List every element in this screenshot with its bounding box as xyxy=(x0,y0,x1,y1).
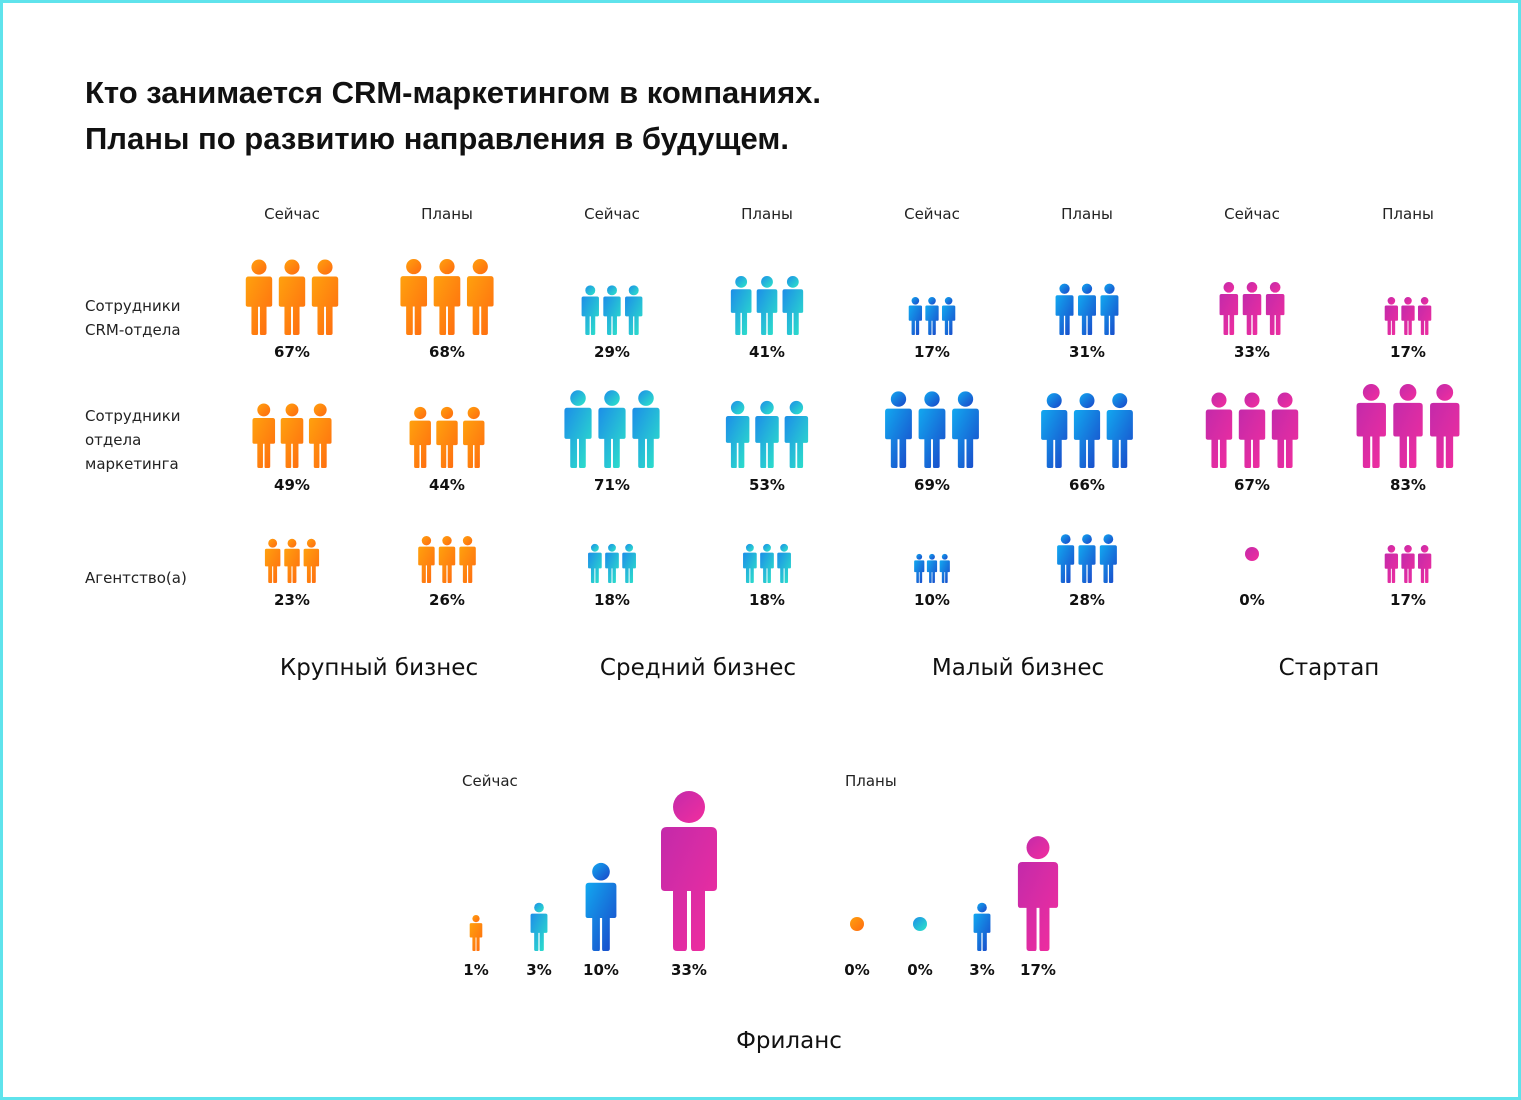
data-label: 17% xyxy=(1390,591,1426,609)
pictogram-mark xyxy=(885,391,979,468)
pictogram-mark xyxy=(914,553,950,583)
freelance-title: Фриланс xyxy=(736,1028,842,1054)
pictogram-mark xyxy=(264,538,320,583)
data-label: 26% xyxy=(429,591,465,609)
group-label: Стартап xyxy=(1279,655,1380,681)
row-label: Агентство(а) xyxy=(85,569,187,587)
freelance-mark xyxy=(469,915,483,951)
data-label: 69% xyxy=(914,476,950,494)
pictogram-mark xyxy=(581,285,643,335)
column-label-now: Сейчас xyxy=(904,205,960,223)
freelance-mark xyxy=(530,902,548,951)
column-label-now: Сейчас xyxy=(264,205,320,223)
pictogram-mark xyxy=(1384,296,1432,335)
pictogram-mark xyxy=(418,535,476,583)
data-label: 29% xyxy=(594,343,630,361)
group-label: Средний бизнес xyxy=(600,655,796,681)
pictogram-mark xyxy=(252,403,332,468)
data-label: 1% xyxy=(463,961,488,979)
pictogram-mark xyxy=(1055,283,1119,335)
data-label: 67% xyxy=(1234,476,1270,494)
group-label: Малый бизнес xyxy=(932,655,1104,681)
pictogram-mark xyxy=(1057,534,1117,583)
data-label: 18% xyxy=(594,591,630,609)
column-label-plans: Планы xyxy=(741,205,793,223)
pictogram-mark xyxy=(1245,547,1259,561)
pictogram-mark xyxy=(245,259,339,335)
data-label: 17% xyxy=(1390,343,1426,361)
column-label-plans: Планы xyxy=(1382,205,1434,223)
data-label: 44% xyxy=(429,476,465,494)
pictogram-mark xyxy=(1041,393,1133,468)
title-line-1: Кто занимается CRM-маркетингом в компани… xyxy=(85,75,822,110)
title-line-2: Планы по развитию направления в будущем. xyxy=(85,121,789,156)
column-label-now: Сейчас xyxy=(584,205,640,223)
data-label: 10% xyxy=(914,591,950,609)
pictogram-mark xyxy=(1356,384,1460,468)
pictogram-mark xyxy=(1205,392,1299,468)
group-label: Крупный бизнес xyxy=(280,655,478,681)
freelance-mark xyxy=(973,902,991,951)
row-label: отдела xyxy=(85,431,141,449)
pictogram-mark xyxy=(564,390,660,468)
data-label: 0% xyxy=(907,961,932,979)
pictogram-mark xyxy=(1384,544,1432,583)
data-label: 10% xyxy=(583,961,619,979)
row-label: маркетинга xyxy=(85,455,179,473)
data-label: 31% xyxy=(1069,343,1105,361)
data-label: 71% xyxy=(594,476,630,494)
data-label: 67% xyxy=(274,343,310,361)
freelance-column-label-now: Сейчас xyxy=(462,772,518,790)
data-label: 0% xyxy=(1239,591,1264,609)
row-label: CRM-отдела xyxy=(85,321,181,339)
pictogram-mark xyxy=(743,543,791,583)
pictogram-mark xyxy=(588,543,636,583)
pictogram-mark xyxy=(725,400,809,468)
data-label: 53% xyxy=(749,476,785,494)
pictogram-mark xyxy=(400,258,494,335)
column-label-plans: Планы xyxy=(421,205,473,223)
freelance-mark xyxy=(1017,836,1059,951)
pictogram-mark xyxy=(409,406,485,468)
data-label: 17% xyxy=(914,343,950,361)
freelance-mark xyxy=(850,917,864,931)
data-label: 41% xyxy=(749,343,785,361)
data-label: 68% xyxy=(429,343,465,361)
data-label: 0% xyxy=(844,961,869,979)
data-label: 3% xyxy=(526,961,551,979)
freelance-column-label-plans: Планы xyxy=(845,772,897,790)
column-label-now: Сейчас xyxy=(1224,205,1280,223)
freelance-mark xyxy=(913,917,927,931)
data-label: 33% xyxy=(1234,343,1270,361)
data-label: 83% xyxy=(1390,476,1426,494)
column-label-plans: Планы xyxy=(1061,205,1113,223)
data-label: 49% xyxy=(274,476,310,494)
data-label: 18% xyxy=(749,591,785,609)
pictogram-mark xyxy=(730,275,804,335)
freelance-mark xyxy=(585,862,617,951)
data-label: 17% xyxy=(1020,961,1056,979)
data-label: 28% xyxy=(1069,591,1105,609)
data-label: 23% xyxy=(274,591,310,609)
pictogram-mark xyxy=(908,296,956,335)
row-label: Сотрудники xyxy=(85,297,181,315)
data-label: 33% xyxy=(671,961,707,979)
data-label: 3% xyxy=(969,961,994,979)
freelance-mark xyxy=(661,791,717,951)
row-label: Сотрудники xyxy=(85,407,181,425)
pictogram-mark xyxy=(1219,282,1285,335)
data-label: 66% xyxy=(1069,476,1105,494)
chart-title: Кто занимается CRM-маркетингом в компани… xyxy=(85,70,821,162)
